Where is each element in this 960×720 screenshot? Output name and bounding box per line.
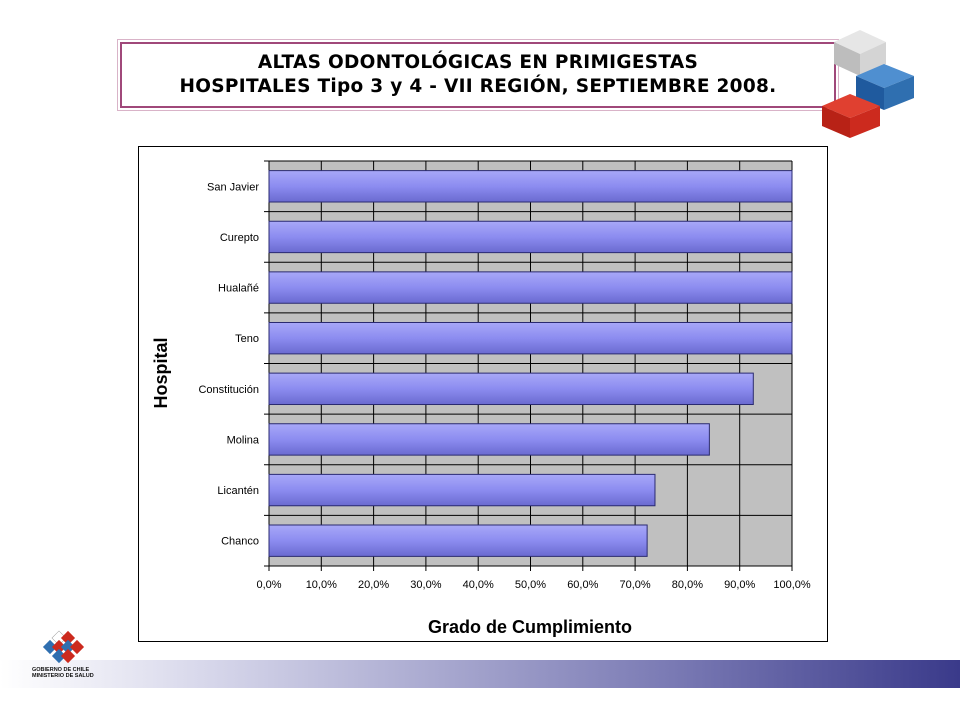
bar [268, 473, 656, 507]
decorative-cubes-logo [822, 30, 914, 138]
bar [268, 524, 648, 557]
bar [268, 423, 710, 456]
bar [268, 271, 793, 304]
bars [268, 170, 793, 557]
bar-chart: San Javier Curepto Hualañé Teno Constitución… [151, 160, 811, 637]
gray-cube-icon [834, 30, 886, 76]
x-tick-label: 100,0% [773, 579, 811, 591]
x-tick-label: 10,0% [306, 579, 337, 591]
y-tick-label: Molina [227, 434, 260, 446]
x-axis-label: Grado de Cumplimiento [428, 617, 632, 637]
chart-frame: San Javier Curepto Hualañé Teno Constitución… [138, 146, 828, 642]
y-axis-label: Hospital [151, 337, 171, 408]
gov-line-1: GOBIERNO DE CHILE [32, 667, 90, 673]
bar [268, 220, 793, 254]
x-tick-label: 0,0% [256, 579, 281, 591]
x-tick-label: 30,0% [410, 579, 441, 591]
gobierno-de-chile-logo [42, 630, 85, 664]
x-tick-labels: 0,0% 10,0% 20,0% 30,0% 40,0% 50,0% 60,0% 70,0% 8… [256, 579, 810, 591]
y-tick-label: Teno [235, 333, 259, 345]
x-tick-label: 70,0% [619, 579, 650, 591]
y-tick-labels: San Javier Curepto Hualañé Teno Constitución… [198, 181, 259, 547]
x-tick-label: 20,0% [358, 579, 389, 591]
gobierno-de-chile-text: GOBIERNO DE CHILE MINISTERIO DE SALUD [32, 667, 94, 679]
x-tick-label: 60,0% [567, 579, 598, 591]
title-box: ALTAS ODONTOLÓGICAS EN PRIMIGESTAS HOSPI… [117, 39, 839, 111]
blue-cube-icon [856, 64, 914, 110]
y-tick-label: Constitución [198, 384, 259, 396]
x-tick-label: 80,0% [672, 579, 703, 591]
bar [268, 321, 793, 355]
title-line-1: ALTAS ODONTOLÓGICAS EN PRIMIGESTAS [257, 52, 699, 73]
x-tick-label: 90,0% [724, 579, 755, 591]
bar [268, 372, 754, 406]
y-tick-label: San Javier [207, 181, 259, 193]
y-tick-label: Licantén [217, 485, 259, 497]
bar [268, 170, 793, 203]
x-tick-label: 50,0% [515, 579, 546, 591]
red-cube-icon [822, 94, 880, 138]
y-tick-label: Hualañé [218, 283, 259, 295]
gov-line-2: MINISTERIO DE SALUD [32, 673, 94, 679]
footer-band [0, 660, 960, 688]
y-tick-label: Curepto [220, 232, 259, 244]
y-tick-label: Chanco [221, 536, 259, 548]
title-line-2: HOSPITALES Tipo 3 y 4 - VII REGIÓN, SEPT… [179, 76, 777, 97]
x-tick-label: 40,0% [463, 579, 494, 591]
